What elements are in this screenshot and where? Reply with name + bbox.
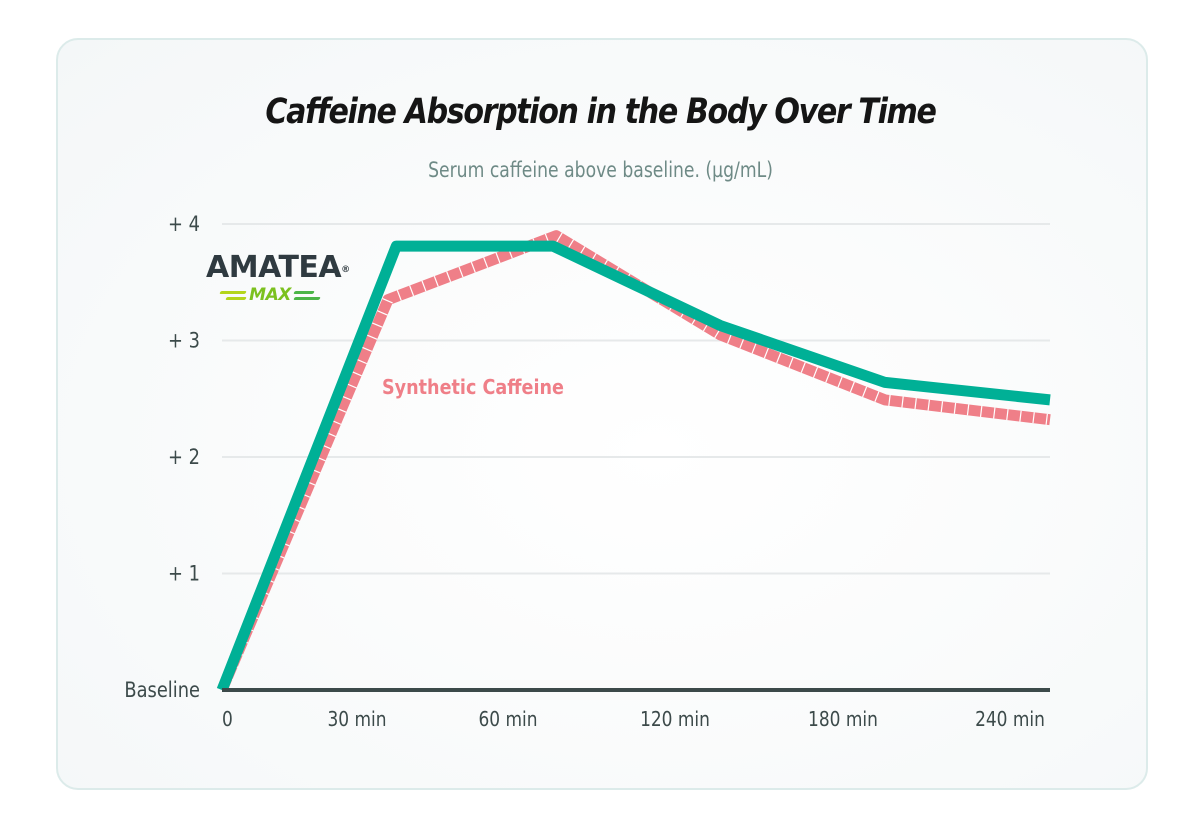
logo-left-dashes [219,290,247,300]
x-axis-ticks: 0 30 min 60 min 120 min 180 min 240 min [222,709,1045,732]
amatea-max-logo: AMATEA® MAX [206,253,351,311]
y-tick-label: + 4 [168,212,200,237]
series-label-synthetic-caffeine: Synthetic Caffeine [382,377,564,399]
x-tick-label: 240 min [975,709,1045,732]
y-axis-ticks: Baseline + 1 + 2 + 3 + 4 [124,212,200,703]
x-tick-label: 180 min [808,709,878,732]
chart-title: Caffeine Absorption in the Body Over Tim… [265,92,937,132]
x-tick-label: 120 min [640,709,710,732]
y-tick-label: + 1 [168,561,200,586]
registered-mark: ® [341,265,350,275]
logo-brand: AMATEA® [206,250,350,285]
chart-subtitle: Serum caffeine above baseline. (µg/mL) [428,158,773,182]
logo-right-dashes [293,290,321,300]
logo-max-text: MAX [249,285,291,305]
x-tick-label: 30 min [327,709,386,732]
series-line-amatea-max [216,240,1051,693]
x-tick-label: 0 [222,709,233,732]
y-tick-label: Baseline [124,678,200,703]
series-lines [216,230,1051,693]
y-tick-label: + 2 [168,445,200,470]
y-tick-label: + 3 [168,328,200,353]
logo-sub: MAX [208,286,332,304]
x-tick-label: 60 min [478,709,537,732]
